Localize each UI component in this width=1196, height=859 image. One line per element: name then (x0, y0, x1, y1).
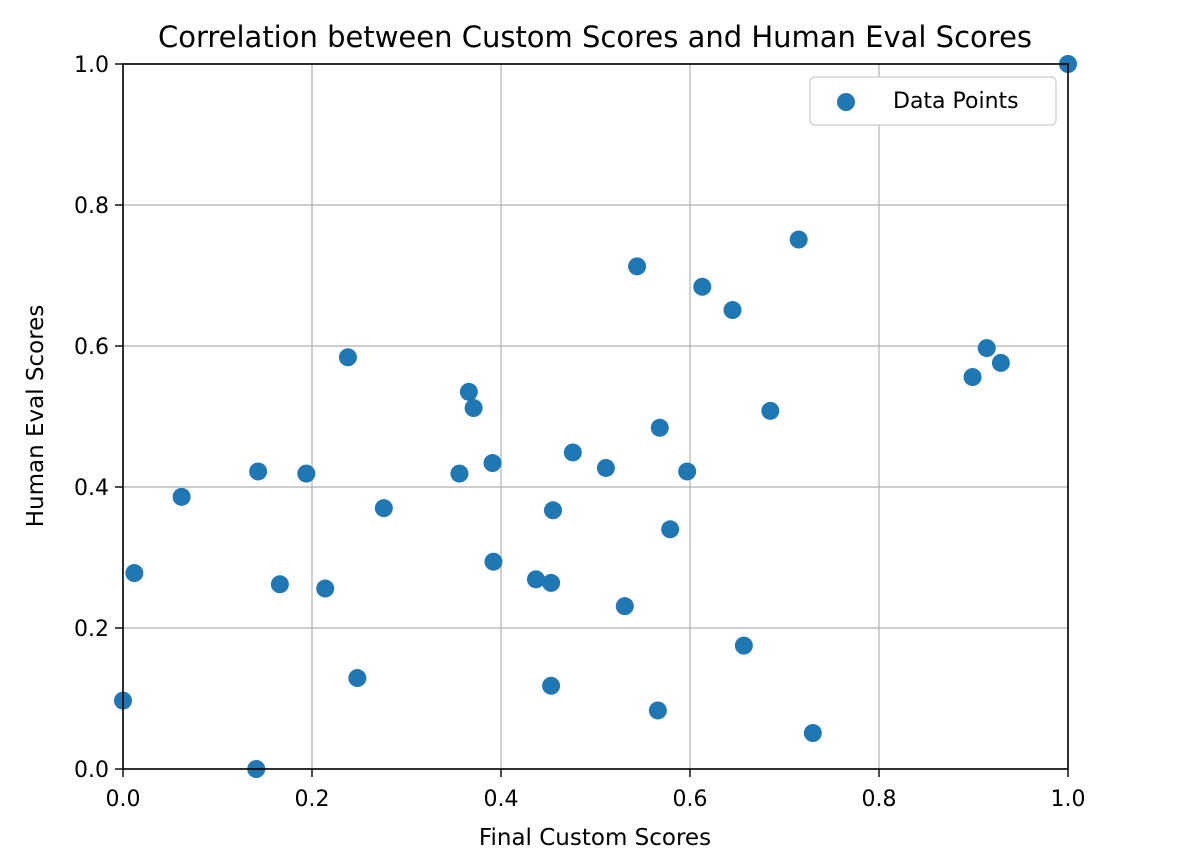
data-point (734, 636, 753, 655)
x-axis-label: Final Custom Scores (479, 825, 711, 851)
y-tick-label: 1.0 (74, 53, 109, 78)
x-tick-label: 0.0 (106, 787, 141, 812)
data-point (789, 230, 808, 249)
data-point (338, 348, 357, 367)
x-tick-label: 0.8 (862, 787, 897, 812)
data-point (723, 301, 742, 320)
data-point (464, 399, 483, 418)
data-point (563, 443, 582, 462)
legend: Data Points (809, 76, 1057, 126)
data-point (348, 669, 367, 688)
y-tick-label: 0.4 (74, 476, 109, 501)
data-point (650, 418, 669, 437)
grid (122, 63, 1069, 770)
y-tick-label: 0.8 (74, 194, 109, 219)
data-point (316, 579, 335, 598)
data-point (249, 462, 268, 481)
data-point (615, 597, 634, 616)
x-tick-label: 1.0 (1051, 787, 1086, 812)
data-point (693, 277, 712, 296)
data-point (484, 552, 503, 571)
data-point (803, 724, 822, 743)
data-point (459, 382, 478, 401)
data-point (542, 573, 561, 592)
y-axis-label: Human Eval Scores (23, 305, 49, 528)
data-point (543, 501, 562, 520)
data-point (483, 454, 502, 473)
data-point (297, 464, 316, 483)
y-tick-label: 0.6 (74, 335, 109, 360)
data-point (270, 575, 289, 594)
y-tick-label: 0.2 (74, 617, 109, 642)
data-point (977, 339, 996, 358)
x-tick-label: 0.6 (673, 787, 708, 812)
x-tick-label: 0.4 (484, 787, 519, 812)
legend-label: Data Points (893, 89, 1019, 114)
data-point (661, 520, 680, 539)
data-point (526, 570, 545, 589)
data-point (761, 401, 780, 420)
data-point (125, 564, 144, 583)
data-points (114, 55, 1077, 778)
data-point (596, 458, 615, 477)
x-tick-label: 0.2 (295, 787, 330, 812)
legend-marker (837, 93, 855, 111)
data-point (172, 487, 191, 506)
data-point (628, 257, 647, 276)
data-point (963, 368, 982, 387)
legend-box (809, 76, 1057, 126)
axis-ticks: 0.0 0.2 0.4 0.6 0.8 1.0 0.0 0.2 0.4 0.6 0.8 1.0 (74, 53, 1086, 812)
data-point (648, 701, 667, 720)
data-point (991, 353, 1010, 372)
plot-frame (122, 63, 1069, 770)
data-point (374, 499, 393, 518)
data-point (450, 464, 469, 483)
y-tick-label: 0.0 (74, 758, 109, 783)
chart-title: Correlation between Custom Scores and Hu… (158, 20, 1032, 54)
data-point (542, 676, 561, 695)
data-point (678, 462, 697, 481)
